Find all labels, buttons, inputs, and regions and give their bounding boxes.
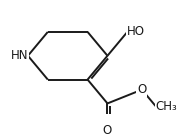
Text: HN: HN xyxy=(10,49,28,62)
Text: O: O xyxy=(137,83,146,96)
Text: O: O xyxy=(103,124,112,137)
Text: CH₃: CH₃ xyxy=(156,100,178,113)
Text: HO: HO xyxy=(127,25,145,38)
